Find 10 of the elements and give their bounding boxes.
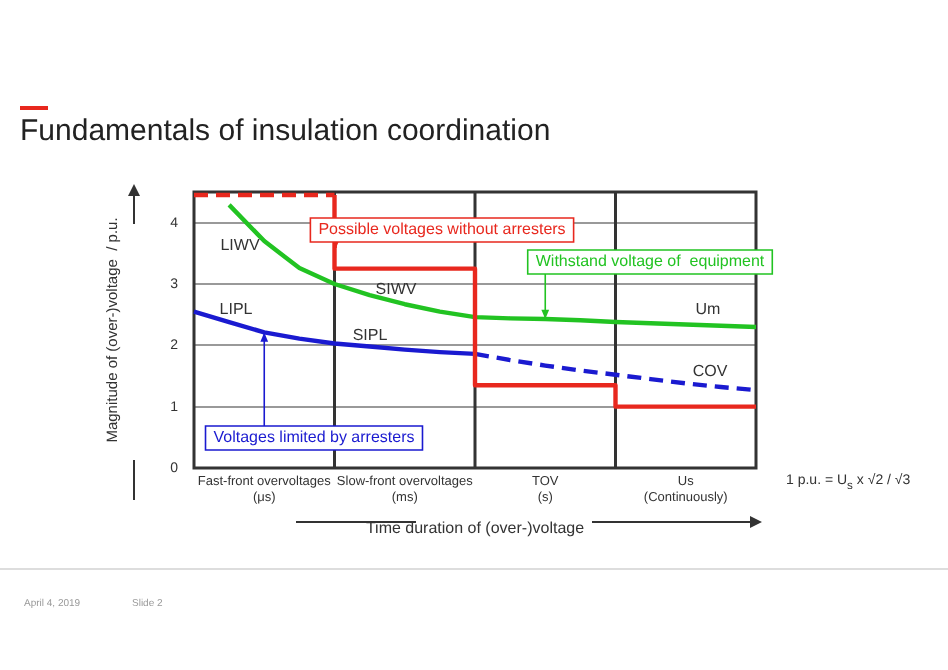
annotation: Um bbox=[695, 300, 722, 319]
annotation: COV bbox=[692, 362, 729, 381]
annotation: Withstand voltage of equipment bbox=[535, 252, 766, 271]
annotation: LIPL bbox=[219, 300, 254, 319]
annotation: SIPL bbox=[352, 326, 389, 345]
chart-title: Fundamentals of insulation coordination bbox=[20, 114, 551, 148]
annotation: LIWV bbox=[220, 236, 261, 255]
annotation: Voltages limited by arresters bbox=[213, 428, 415, 447]
annotation: Possible voltages without arresters bbox=[318, 220, 566, 239]
annotation: SIWV bbox=[375, 280, 418, 299]
